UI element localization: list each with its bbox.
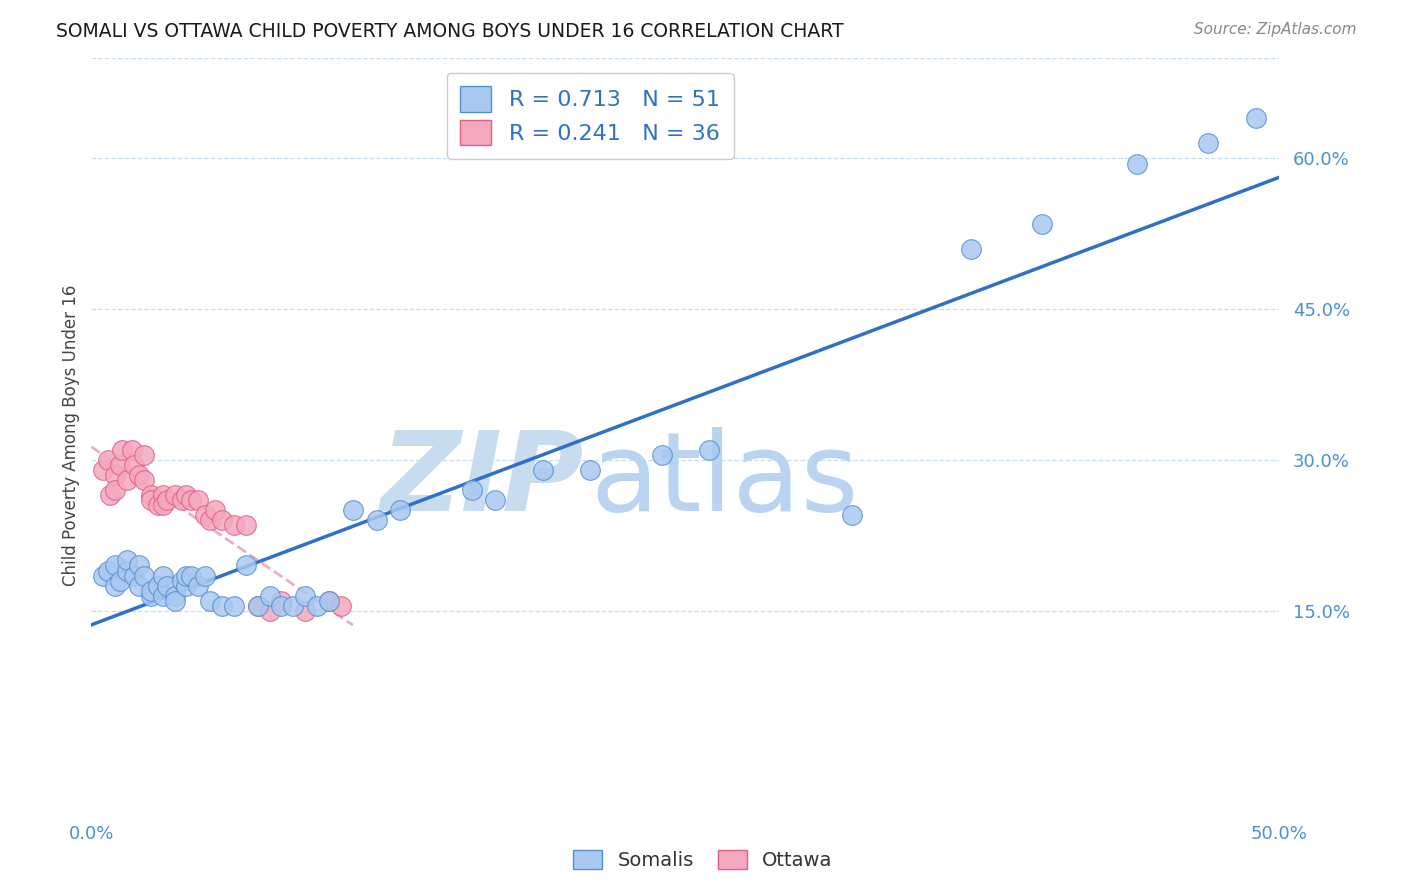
Point: [132, 568, 155, 582]
Point: [146, 579, 169, 593]
Point: [132, 473, 155, 487]
Point: [152, 488, 174, 502]
Point: [104, 468, 127, 483]
Point: [841, 508, 863, 523]
Point: [389, 503, 412, 517]
Text: SOMALI VS OTTAWA CHILD POVERTY AMONG BOYS UNDER 16 CORRELATION CHART: SOMALI VS OTTAWA CHILD POVERTY AMONG BOY…: [56, 22, 844, 41]
Point: [484, 493, 506, 508]
Point: [259, 604, 281, 618]
Point: [366, 513, 388, 527]
Point: [651, 448, 673, 462]
Point: [579, 463, 602, 477]
Point: [104, 558, 127, 573]
Point: [152, 568, 174, 582]
Text: atlas: atlas: [591, 426, 859, 533]
Point: [180, 568, 202, 582]
Point: [170, 493, 193, 508]
Point: [108, 574, 131, 588]
Point: [128, 579, 150, 593]
Point: [246, 599, 269, 613]
Legend: Somalis, Ottawa: Somalis, Ottawa: [565, 842, 841, 878]
Point: [91, 568, 114, 582]
Y-axis label: Child Poverty Among Boys Under 16: Child Poverty Among Boys Under 16: [62, 285, 80, 585]
Point: [152, 589, 174, 603]
Point: [235, 518, 257, 533]
Point: [959, 242, 981, 256]
Point: [460, 483, 482, 497]
Point: [111, 442, 134, 457]
Text: Source: ZipAtlas.com: Source: ZipAtlas.com: [1194, 22, 1357, 37]
Point: [132, 448, 155, 462]
Text: ZIP: ZIP: [381, 426, 585, 533]
Point: [283, 599, 305, 613]
Point: [697, 442, 720, 457]
Point: [180, 493, 202, 508]
Point: [139, 583, 162, 598]
Legend: R = 0.713   N = 51, R = 0.241   N = 36: R = 0.713 N = 51, R = 0.241 N = 36: [447, 73, 734, 159]
Point: [200, 593, 222, 607]
Point: [294, 589, 316, 603]
Point: [246, 599, 269, 613]
Point: [139, 488, 162, 502]
Point: [176, 579, 198, 593]
Point: [329, 599, 352, 613]
Point: [204, 503, 226, 517]
Point: [294, 604, 316, 618]
Point: [187, 493, 209, 508]
Point: [104, 483, 127, 497]
Point: [121, 442, 143, 457]
Point: [146, 498, 169, 512]
Point: [104, 579, 127, 593]
Point: [97, 564, 120, 578]
Point: [128, 558, 150, 573]
Point: [115, 553, 138, 567]
Point: [108, 458, 131, 472]
Point: [211, 513, 233, 527]
Point: [97, 453, 120, 467]
Point: [222, 599, 245, 613]
Point: [318, 593, 340, 607]
Point: [194, 508, 217, 523]
Point: [318, 593, 340, 607]
Point: [163, 488, 186, 502]
Point: [163, 589, 186, 603]
Point: [176, 488, 198, 502]
Point: [100, 488, 122, 502]
Point: [170, 574, 193, 588]
Point: [1197, 136, 1219, 151]
Point: [235, 558, 257, 573]
Point: [122, 458, 145, 472]
Point: [531, 463, 554, 477]
Point: [163, 593, 186, 607]
Point: [259, 589, 281, 603]
Point: [1126, 156, 1149, 170]
Point: [307, 599, 329, 613]
Point: [128, 468, 150, 483]
Point: [91, 463, 114, 477]
Point: [139, 493, 162, 508]
Point: [122, 568, 145, 582]
Point: [152, 498, 174, 512]
Point: [156, 579, 179, 593]
Point: [194, 568, 217, 582]
Point: [139, 589, 162, 603]
Point: [222, 518, 245, 533]
Point: [187, 579, 209, 593]
Point: [1031, 217, 1053, 231]
Point: [270, 599, 292, 613]
Point: [270, 593, 292, 607]
Point: [176, 568, 198, 582]
Point: [342, 503, 364, 517]
Point: [156, 493, 179, 508]
Point: [1244, 112, 1267, 126]
Point: [211, 599, 233, 613]
Point: [115, 564, 138, 578]
Point: [200, 513, 222, 527]
Point: [115, 473, 138, 487]
